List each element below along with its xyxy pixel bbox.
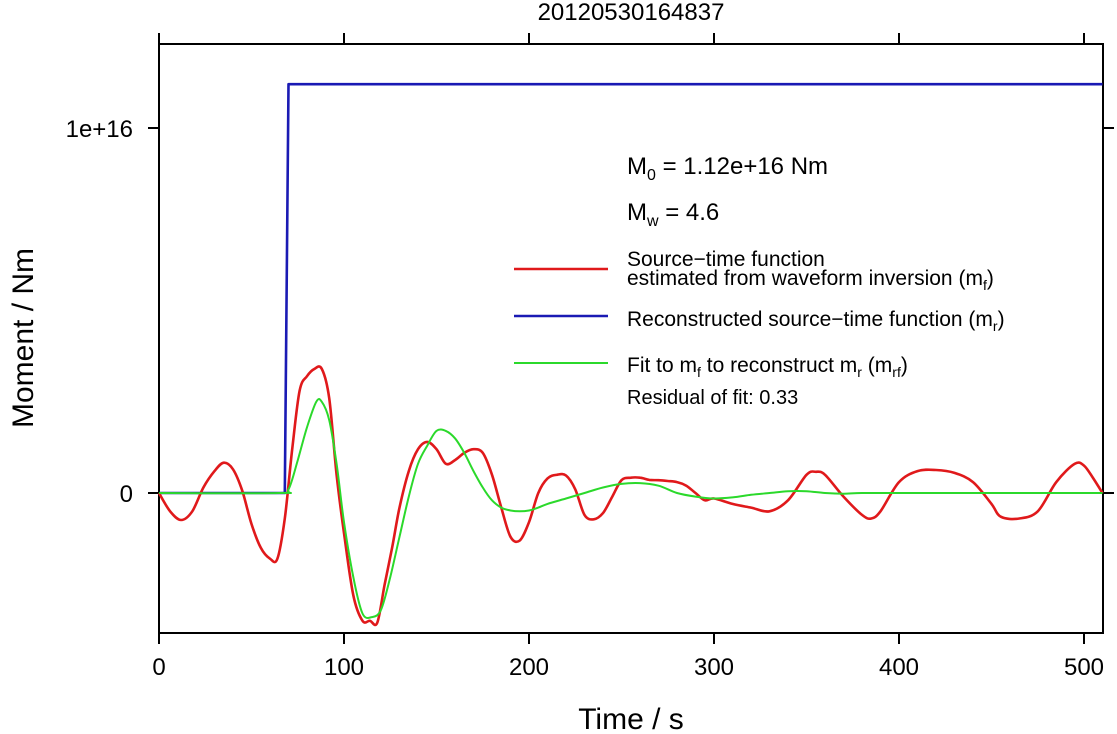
- axis-ticks: [148, 33, 1114, 644]
- x-tick-label-200: 200: [509, 654, 549, 681]
- x-tick-label-0: 0: [152, 654, 165, 681]
- legend: Source−time function estimated from wave…: [514, 248, 1005, 409]
- x-tick-label-500: 500: [1064, 654, 1104, 681]
- y-tick-label-0: 0: [120, 481, 133, 508]
- x-tick-label-400: 400: [879, 654, 919, 681]
- legend-blue-text: Reconstructed source−time function (mr): [627, 308, 1005, 334]
- residual-text: Residual of fit: 0.33: [627, 387, 798, 409]
- x-tick-labels: 0 100 200 300 400 500: [152, 654, 1104, 681]
- legend-green-text: Fit to mf to reconstruct mr (mrf): [627, 354, 908, 380]
- y-tick-labels: 0 1e+16: [66, 116, 133, 508]
- chart-title: 20120530164837: [538, 0, 725, 26]
- x-tick-label-100: 100: [324, 654, 364, 681]
- y-axis-title: Moment / Nm: [7, 248, 40, 428]
- series-fit-stf: [158, 398, 1103, 619]
- legend-red-line1: Source−time function: [627, 248, 825, 271]
- y-tick-label-1e16: 1e+16: [66, 116, 133, 143]
- legend-red-line2: estimated from waveform inversion (mf): [627, 267, 994, 293]
- x-axis-title: Time / s: [578, 703, 684, 734]
- annotation-m0: M0 = 1.12e+16 Nm: [627, 153, 828, 184]
- plot-frame: [158, 43, 1104, 634]
- x-tick-label-300: 300: [694, 654, 734, 681]
- svg-text:Mw = 4.6: Mw = 4.6: [627, 199, 719, 230]
- svg-text:M0 = 1.12e+16 Nm: M0 = 1.12e+16 Nm: [627, 153, 828, 184]
- plot-area: [157, 82, 1104, 627]
- series-estimated-stf: [157, 365, 1104, 627]
- annotation-mw: Mw = 4.6: [627, 199, 719, 230]
